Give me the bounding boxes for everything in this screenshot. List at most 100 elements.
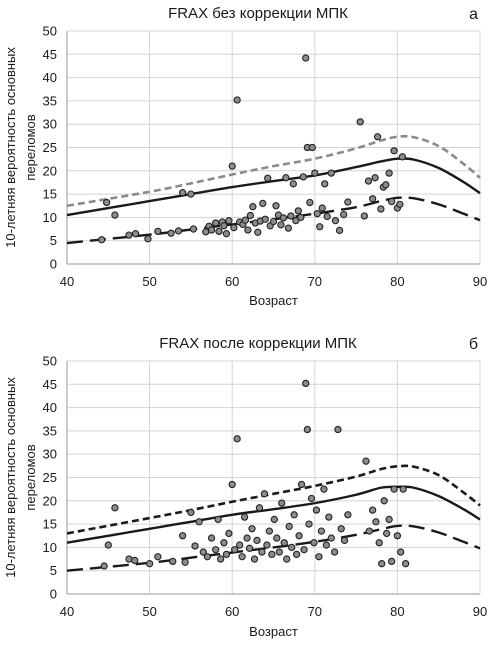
data-point [397, 548, 405, 556]
data-point [231, 546, 239, 554]
data-point [273, 534, 281, 542]
data-point [240, 513, 249, 521]
data-point [248, 525, 256, 533]
data-point [187, 190, 195, 198]
data-point [297, 213, 305, 222]
data-point [222, 550, 231, 559]
data-point [372, 518, 380, 526]
data-point [283, 555, 291, 563]
y-tick-label: 10 [43, 210, 57, 225]
data-point [233, 435, 241, 443]
data-point [174, 227, 183, 235]
data-point [207, 534, 216, 542]
data-point [368, 195, 377, 203]
data-point [131, 230, 140, 238]
y-tick-label: 30 [43, 117, 57, 132]
data-point [225, 217, 233, 225]
data-point [154, 553, 162, 561]
data-point [289, 180, 297, 188]
data-point [375, 539, 383, 547]
data-point [364, 177, 373, 185]
curve-lower [66, 196, 481, 245]
data-point [258, 548, 266, 556]
data-point [316, 223, 324, 231]
data-point [230, 224, 238, 232]
data-point [111, 504, 119, 512]
data-point [228, 162, 236, 170]
chart-panel-2: 40 50 60 70 80 90 0 5 10 15 20 25 30 35 40 45 50 FRAX пос… [3, 335, 487, 639]
data-point [238, 553, 246, 561]
data-point [303, 425, 312, 434]
data-point [272, 202, 280, 210]
y-tick-label: 30 [43, 447, 57, 462]
data-point [302, 54, 310, 62]
data-point [212, 219, 220, 227]
data-point [300, 546, 308, 554]
data-point [337, 525, 345, 533]
data-point [191, 542, 199, 550]
data-point [297, 480, 306, 489]
x-axis-label: Возраст [249, 624, 298, 639]
data-point [315, 553, 323, 561]
x-tick-label: 40 [60, 604, 74, 619]
data-point [378, 560, 386, 568]
panel-letter: а [469, 6, 478, 23]
data-point [181, 558, 189, 566]
x-tick-label: 70 [308, 604, 322, 619]
x-tick-label: 60 [225, 274, 239, 289]
data-point [310, 539, 318, 547]
data-point [306, 198, 314, 207]
data-point [380, 497, 388, 505]
curve-lower [66, 524, 481, 572]
data-point [282, 174, 290, 182]
curve-upper [66, 134, 481, 208]
data-point [360, 212, 369, 220]
data-point [393, 532, 402, 540]
data-point [295, 532, 303, 540]
data-point [279, 214, 288, 222]
data-point [216, 555, 225, 563]
data-point [402, 560, 410, 568]
data-point [344, 198, 352, 206]
chart-title: FRAX без коррекции МПК [168, 5, 348, 22]
x-axis-label: Возраст [249, 293, 298, 308]
y-tick-label: 35 [43, 93, 57, 108]
data-point [318, 204, 326, 212]
data-point [235, 541, 244, 549]
data-point [373, 133, 382, 141]
data-point [335, 226, 344, 235]
data-point [288, 543, 296, 552]
data-point [387, 557, 396, 566]
data-point [264, 174, 272, 182]
data-point [144, 235, 152, 243]
data-point [125, 555, 133, 563]
y-tick-label: 20 [43, 163, 57, 178]
y-tick-label: 5 [50, 233, 57, 248]
y-tick-label: 50 [43, 24, 57, 39]
data-point [331, 217, 340, 225]
y-tick-label: 50 [43, 354, 57, 369]
y-tick-label: 40 [43, 70, 57, 85]
x-tick-label: 90 [473, 604, 487, 619]
data-point [312, 506, 321, 514]
data-point [243, 534, 251, 542]
data-point [305, 520, 313, 528]
data-point [323, 212, 331, 221]
data-point [377, 205, 385, 213]
y-tick-label: 15 [43, 187, 57, 202]
y-axis-label-line-1: 10-летняя вероятность основных [3, 377, 18, 578]
data-point [390, 147, 398, 155]
data-point [294, 207, 302, 215]
data-point [385, 169, 393, 177]
data-point [321, 180, 329, 188]
data-point [390, 485, 398, 493]
data-point [253, 536, 261, 545]
data-point [299, 173, 307, 181]
y-tick-label: 40 [43, 400, 57, 415]
data-point [169, 557, 177, 566]
y-tick-label: 5 [50, 563, 57, 578]
data-point [320, 485, 328, 493]
y-tick-label: 0 [50, 257, 57, 272]
data-point [100, 562, 108, 570]
